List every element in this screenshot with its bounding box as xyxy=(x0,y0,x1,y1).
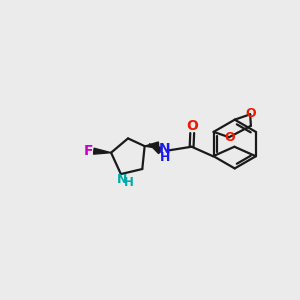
Polygon shape xyxy=(94,148,111,154)
Polygon shape xyxy=(145,142,159,148)
Text: F: F xyxy=(84,144,93,158)
Text: O: O xyxy=(186,119,198,133)
Text: O: O xyxy=(245,107,256,120)
Text: N: N xyxy=(159,142,170,156)
Text: H: H xyxy=(159,151,170,164)
Text: H: H xyxy=(124,176,134,190)
Polygon shape xyxy=(149,144,162,154)
Text: O: O xyxy=(224,131,235,144)
Text: N: N xyxy=(117,172,128,186)
